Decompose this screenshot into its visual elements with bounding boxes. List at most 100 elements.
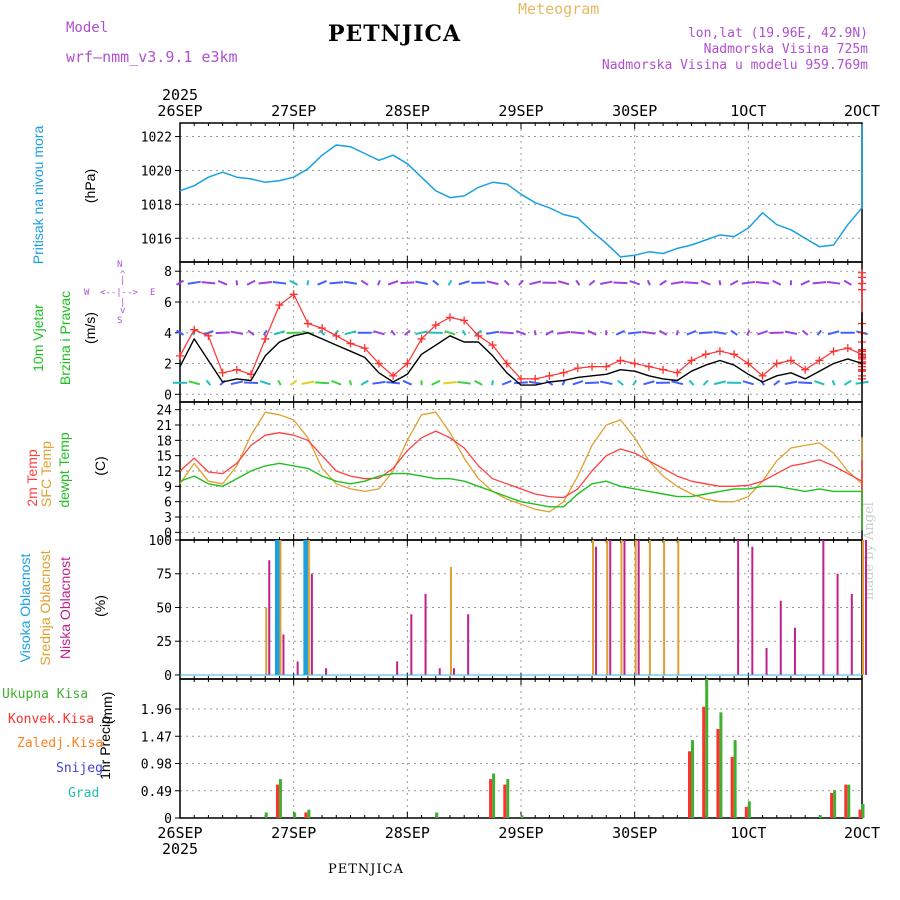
y-tick-label: 0	[164, 669, 172, 684]
wind-arrow	[247, 329, 255, 336]
wind-gust-marker	[218, 368, 227, 377]
wind-gust-marker	[417, 334, 426, 343]
wind-arrow	[772, 279, 782, 286]
wind-gust-marker	[772, 359, 781, 368]
wind-gust-marker	[758, 371, 767, 380]
cloud-bar-niska	[609, 540, 612, 675]
wind-arrow	[729, 279, 739, 286]
wind-gust-marker	[517, 374, 525, 383]
cloud-bar-niska	[396, 661, 399, 675]
wind-arrow	[377, 279, 381, 286]
wind-gust-marker	[730, 350, 739, 359]
wind-arrow	[515, 330, 527, 336]
wind-rose-n: N	[117, 260, 123, 270]
panel-frame	[179, 539, 863, 680]
wind-gust-marker	[346, 339, 355, 348]
wind-gust-marker	[602, 362, 611, 371]
cloud-bar-srednja	[862, 540, 864, 675]
wind-arrow	[800, 279, 810, 286]
wind-gust-marker	[659, 365, 668, 374]
wind-gust-marker	[389, 371, 398, 380]
wind-arrow	[360, 379, 369, 386]
wind-gust-marker	[744, 359, 753, 368]
legend-snow: Snijeg	[56, 761, 103, 776]
wind-arrow	[688, 379, 695, 386]
wind-arrow	[486, 330, 500, 335]
wind-arrow	[670, 280, 684, 285]
wind-arrow	[404, 329, 411, 336]
precip-bar-0	[747, 801, 751, 818]
cloud-bar-niska	[737, 540, 740, 675]
wind-arrow	[431, 379, 441, 386]
wind-gust-marker	[303, 319, 312, 328]
wind-gust-marker	[318, 324, 327, 333]
cloud-bar-niska	[836, 573, 839, 675]
precip-bar-1	[688, 751, 691, 818]
wind-arrow	[755, 281, 770, 285]
wind-arrow	[175, 329, 185, 336]
wind-arrow	[718, 280, 722, 286]
x-date-label-top: 2OCT	[844, 102, 880, 120]
wind-arrow	[599, 380, 613, 385]
wind-arrow	[444, 330, 456, 336]
wind-arrow	[474, 379, 483, 386]
wind-arrow	[575, 279, 581, 286]
panel-frame	[179, 678, 863, 819]
wind-gust-marker	[644, 362, 653, 371]
legend-freezing-rain: Zaledj.Kisa	[17, 736, 104, 751]
precip-bar-0	[861, 815, 865, 818]
wind-arrow	[843, 279, 852, 286]
cloud-bar-srednja	[634, 540, 637, 675]
cloud-bar-srednja	[307, 540, 310, 675]
footer-station: PETNJICA	[328, 862, 404, 877]
wind-gust-marker	[445, 313, 454, 322]
wind-arrow	[518, 279, 524, 286]
y-tick-label: 24	[156, 404, 172, 419]
wind-arrow	[258, 281, 273, 285]
y-tick-label: 3	[164, 511, 172, 526]
y-tick-label: 75	[156, 568, 172, 583]
wind-arrow	[230, 330, 244, 335]
precip-bar-0	[833, 790, 837, 818]
wind-gust-marker	[673, 368, 682, 377]
cloud-bar-niska	[452, 668, 455, 675]
legend-hail: Grad	[68, 786, 100, 801]
wind-rose-e: E	[150, 288, 156, 298]
y-tick-label: 18	[156, 434, 172, 449]
wind-gust-marker	[488, 341, 497, 350]
wind-arrow	[205, 379, 212, 386]
wind-arrow	[831, 379, 836, 386]
wind-arrow	[273, 330, 286, 336]
wind-arrow	[432, 279, 440, 286]
cloud-bar-niska	[282, 634, 285, 675]
precip-bar-1	[489, 779, 493, 818]
wind-gust-marker	[701, 350, 710, 359]
y-tick-label: 0	[164, 526, 172, 541]
wind-arrow	[329, 281, 344, 285]
cloud-bar-niska	[793, 627, 796, 675]
x-date-label-bottom: 27SEP	[271, 824, 316, 842]
wind-arrow	[545, 379, 554, 386]
wind-gust-marker	[289, 290, 298, 299]
wind-arrow	[499, 331, 514, 335]
x-date-label-top: 29SEP	[498, 102, 543, 120]
wind-arrow	[561, 379, 566, 386]
wind-arrow	[201, 281, 216, 285]
x-year-label-top: 2025	[162, 86, 198, 104]
wind-gust-marker	[275, 301, 284, 310]
wind-arrow	[400, 281, 415, 285]
wind-arrow	[529, 280, 542, 286]
wind-gust-marker	[374, 359, 383, 368]
x-date-label-top: 27SEP	[271, 102, 316, 120]
wind-arrow	[613, 281, 628, 285]
wind-arrow	[246, 279, 256, 286]
wind-arrow	[457, 380, 471, 385]
cloud-bar-niska	[595, 546, 598, 675]
wind-gust-marker	[474, 331, 483, 340]
wind-arrow	[188, 380, 201, 386]
wind-arrow	[741, 280, 756, 285]
wind-arrow	[344, 330, 357, 336]
y-tick-label: 8	[164, 265, 172, 280]
wind-arrow	[458, 280, 470, 286]
x-date-label-bottom: 29SEP	[498, 824, 543, 842]
